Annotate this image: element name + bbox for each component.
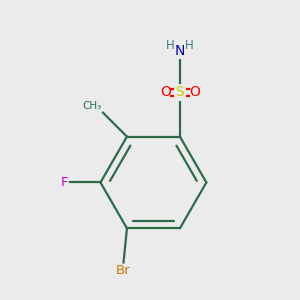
Text: H: H bbox=[185, 38, 194, 52]
Text: O: O bbox=[189, 85, 200, 99]
Text: F: F bbox=[61, 176, 68, 189]
Text: O: O bbox=[160, 85, 171, 99]
Text: H: H bbox=[166, 38, 175, 52]
Text: CH₃: CH₃ bbox=[82, 101, 101, 111]
Text: N: N bbox=[175, 44, 185, 58]
Text: Br: Br bbox=[116, 264, 131, 277]
Text: S: S bbox=[176, 85, 184, 99]
